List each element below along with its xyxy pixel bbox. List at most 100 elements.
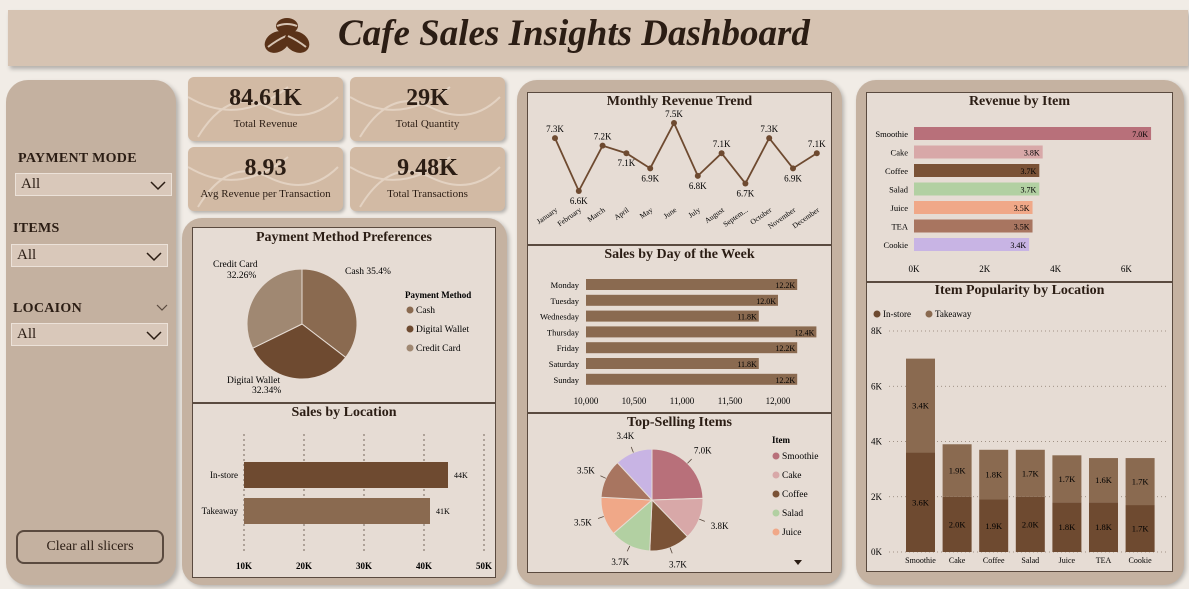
bar-thursday[interactable] [586, 326, 817, 338]
pie-slice-cash[interactable] [301, 268, 358, 359]
pie-slice-digital-wallet[interactable] [251, 323, 347, 380]
data-label: 7.1K [808, 139, 826, 149]
bar-saturday[interactable] [586, 358, 759, 369]
y-category-label: Wednesday [540, 312, 580, 322]
bar-in-store-coffee[interactable] [979, 499, 1009, 552]
bar-cake[interactable] [914, 145, 1043, 159]
legend-marker [925, 310, 933, 318]
data-label: 1.6K [1095, 475, 1113, 485]
location-dropdown[interactable]: All [11, 323, 168, 346]
x-tick-label: 2K [979, 264, 991, 274]
top-selling-items-pie-chart[interactable]: 7.0K 3.8K 3.7K 3.7K 3.5K 3.5K 3.4K Item Smooth… [528, 414, 831, 572]
bar-in-store-smoothie[interactable] [906, 452, 935, 552]
x-tick-label: Cookie [1129, 556, 1153, 565]
data-label: 12.4K [795, 328, 815, 337]
pie-slice-cookie[interactable] [616, 448, 653, 502]
bar-takeaway-tea[interactable] [1089, 458, 1118, 503]
data-point[interactable] [671, 120, 677, 126]
bar-juice[interactable] [914, 201, 1033, 214]
legend-marker [772, 490, 780, 498]
x-tick-label: 20K [296, 561, 312, 571]
x-tick-label: January [535, 205, 559, 226]
bar-in-store-tea[interactable] [1089, 502, 1118, 552]
bar-monday[interactable] [586, 279, 798, 290]
data-point[interactable] [766, 135, 773, 142]
payment-mode-dropdown[interactable]: All [15, 173, 172, 196]
bar-takeaway-smoothie[interactable] [906, 358, 935, 453]
bar-cookie[interactable] [914, 238, 1030, 251]
legend-scroll-down-icon[interactable] [794, 560, 802, 565]
bar-in-store[interactable] [244, 462, 448, 488]
bar-sunday[interactable] [586, 373, 798, 385]
bar-wednesday[interactable] [586, 310, 759, 322]
data-label: 1.8K [985, 470, 1003, 480]
bar-takeaway-cake[interactable] [942, 444, 972, 497]
data-point[interactable] [813, 150, 820, 157]
x-tick-label: 6K [1121, 264, 1133, 274]
items-value: All [17, 247, 37, 263]
data-label: 7.0K [694, 445, 712, 455]
data-point[interactable] [742, 180, 749, 187]
bar-takeaway-juice[interactable] [1052, 455, 1082, 503]
bar-coffee[interactable] [914, 164, 1040, 177]
bar-salad[interactable] [914, 182, 1040, 196]
bar-friday[interactable] [586, 342, 798, 354]
data-label: 3.8K [1024, 149, 1040, 158]
data-label: 41K [436, 507, 450, 516]
x-tick-label: 10,500 [622, 396, 647, 406]
kpi-label: Total Revenue [233, 118, 298, 130]
header-bar [8, 10, 1188, 66]
bar-in-store-cookie[interactable] [1125, 505, 1155, 552]
bar-takeaway-cookie[interactable] [1125, 458, 1155, 506]
y-tick-label: 2K [871, 492, 883, 502]
payment-method-pie-chart[interactable]: Payment Method Cash Digital Wallet Credit … [193, 228, 495, 402]
data-label-credit-card-pct: 32.26% [227, 271, 256, 281]
pie-slice-smoothie[interactable] [651, 448, 704, 501]
data-point[interactable] [623, 150, 630, 157]
y-category-label: Saturday [549, 359, 580, 369]
data-point[interactable] [599, 142, 606, 149]
x-tick-label: 4K [1050, 264, 1062, 274]
sales-by-day-bar-chart[interactable]: 10,000 10,500 11,000 11,500 12,000 Monday 12.2… [528, 246, 831, 412]
data-label: 11.8K [737, 360, 757, 369]
bar-tea[interactable] [914, 219, 1033, 233]
item-popularity-stacked-chart[interactable]: In-store Takeaway 0K 2K 4K 6K 8K 3.6K 3.4K Smooth… [867, 283, 1172, 571]
chevron-down-icon[interactable] [155, 302, 169, 314]
data-point[interactable] [575, 188, 582, 194]
data-point[interactable] [790, 165, 796, 172]
x-tick-label: Salad [1021, 556, 1039, 565]
revenue-by-item-bar-chart[interactable]: 0K 2K 4K 6K Smoothie 7.0K Cake 3.8K Coffee 3.7K Sa… [867, 93, 1172, 281]
x-tick-label: May [638, 205, 655, 220]
bar-takeaway[interactable] [244, 498, 430, 524]
data-point[interactable] [552, 135, 558, 142]
data-point[interactable] [718, 150, 725, 157]
bar-in-store-cake[interactable] [942, 496, 972, 552]
clear-all-slicers-button[interactable]: Clear all slicers [16, 530, 164, 564]
items-dropdown[interactable]: All [11, 244, 168, 267]
data-label: 3.8K [711, 521, 729, 531]
pie-slice-credit-card[interactable] [246, 268, 303, 349]
data-label: 1.7K [1022, 468, 1040, 478]
data-point[interactable] [647, 165, 654, 172]
bar-in-store-juice[interactable] [1052, 502, 1082, 552]
leader-line [630, 446, 634, 453]
data-point[interactable] [694, 172, 701, 179]
chart-title: Top-Selling Items [627, 415, 732, 430]
bar-tuesday[interactable] [586, 294, 778, 306]
card-swirl-pattern [188, 86, 339, 138]
legend-marker [873, 310, 881, 318]
data-label: 3.7K [669, 560, 687, 570]
data-label: 6.8K [689, 181, 707, 191]
bar-takeaway-salad[interactable] [1015, 449, 1045, 497]
legend-item: Coffee [782, 489, 808, 500]
bar-takeaway-coffee[interactable] [979, 449, 1009, 500]
monthly-revenue-chart-card: Monthly Revenue Trend 7.3K January 6.6K Feb… [527, 92, 832, 245]
x-tick-label: 12,000 [766, 396, 791, 406]
chevron-down-icon [146, 252, 162, 262]
bar-in-store-salad[interactable] [1015, 496, 1045, 552]
bar-smoothie[interactable] [914, 127, 1152, 140]
chart-title: Revenue by Item [968, 94, 1071, 109]
sales-by-location-bar-chart[interactable]: 10K 20K 30K 40K 50K In-store 44K Takeaway 41K [193, 404, 495, 577]
data-label: 12.2K [775, 376, 795, 385]
